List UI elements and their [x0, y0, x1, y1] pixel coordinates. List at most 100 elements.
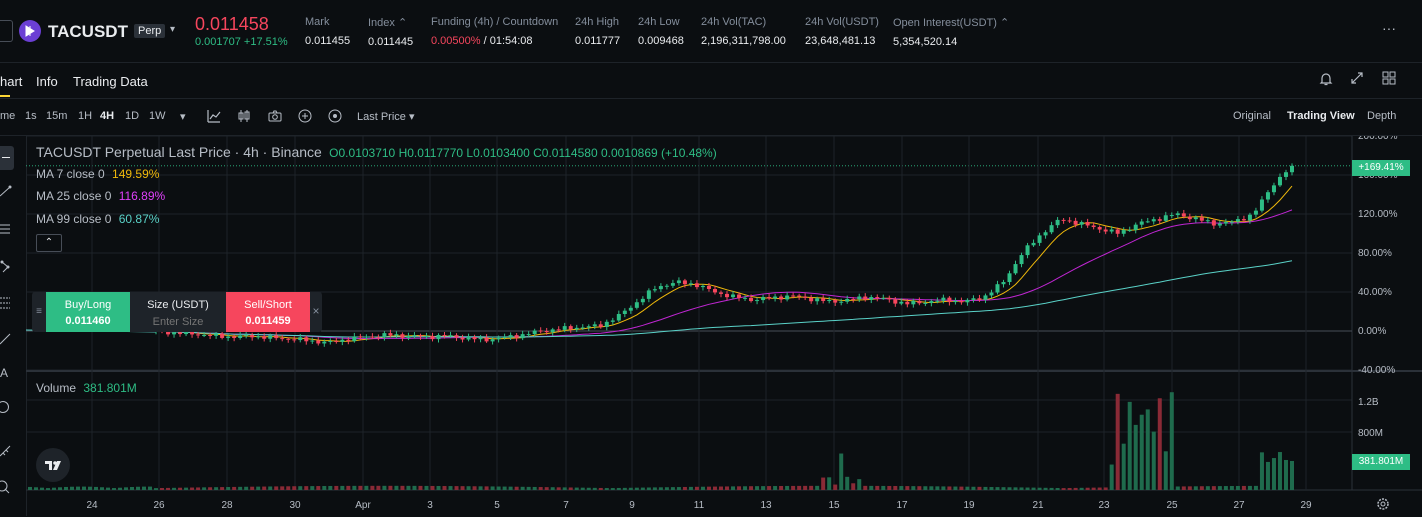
volume-bar — [1127, 401, 1132, 490]
candle-body — [610, 320, 615, 322]
volume-label: Volume — [36, 381, 77, 395]
interval-1d[interactable]: 1D — [125, 110, 140, 122]
volume-bar — [749, 486, 754, 490]
volume-bar — [1061, 488, 1066, 490]
add-indicator-icon[interactable] — [298, 109, 312, 128]
trend-line-tool-icon[interactable] — [0, 184, 12, 202]
volume-bar — [610, 488, 615, 490]
close-widget-icon[interactable]: × — [312, 304, 320, 318]
legend-collapse-button[interactable]: ⌃ — [36, 234, 62, 252]
view-trading-view[interactable]: Trading View — [1287, 110, 1355, 122]
tab-trading-data[interactable]: Trading Data — [73, 74, 148, 89]
volume-bar — [394, 485, 399, 490]
ruler-tool-icon[interactable] — [0, 444, 12, 463]
symbol-dropdown-icon[interactable]: ▾ — [170, 24, 176, 35]
stat-value: 0.00500% / 01:54:08 — [431, 35, 558, 47]
volume-bar — [472, 486, 477, 490]
tradingview-logo-icon[interactable] — [36, 448, 70, 482]
layout-grid-icon[interactable] — [1381, 70, 1397, 91]
camera-icon[interactable] — [268, 109, 282, 128]
interval-dropdown-icon[interactable]: ▾ — [180, 111, 186, 123]
view-original[interactable]: Original — [1233, 110, 1271, 122]
candle-body — [472, 337, 477, 340]
tab-info[interactable]: Info — [36, 74, 58, 89]
chart-type-icon[interactable] — [237, 109, 251, 128]
path-tool-icon[interactable] — [0, 260, 12, 279]
candle-body — [917, 300, 922, 304]
sell-short-button[interactable]: Sell/Short 0.011459 — [226, 292, 310, 332]
settings-circle-icon[interactable] — [328, 109, 342, 128]
size-input[interactable] — [132, 314, 224, 330]
emoji-tool-icon[interactable] — [0, 400, 12, 419]
more-menu-icon[interactable]: ··· — [1382, 20, 1396, 36]
volume-bar — [262, 486, 267, 490]
candle-body — [628, 307, 633, 311]
volume-bar — [76, 486, 80, 490]
price-chart[interactable]: 200.00%160.00%120.00%80.00%40.00%0.00%-4… — [26, 136, 1422, 516]
indicator-icon[interactable] — [207, 109, 221, 128]
price-type-select[interactable]: Last Price ▾ — [357, 111, 415, 123]
candle-body — [1025, 245, 1030, 256]
volume-bar — [1019, 487, 1024, 490]
zoom-tool-icon[interactable] — [0, 480, 12, 499]
buy-long-button[interactable]: Buy/Long 0.011460 — [46, 292, 130, 332]
fib-tool-icon[interactable] — [0, 296, 12, 315]
interval-4h[interactable]: 4H — [100, 110, 115, 122]
drag-handle-icon[interactable]: ≡ — [36, 306, 42, 317]
volume-bar — [442, 486, 447, 490]
volume-bar — [430, 485, 435, 490]
volume-bar — [154, 488, 158, 490]
chart-settings-gear-icon[interactable] — [1375, 496, 1391, 517]
volume-bar — [184, 487, 189, 490]
buy-price: 0.011460 — [65, 315, 111, 327]
date-tick-label: Apr — [355, 500, 371, 511]
candle-body — [911, 300, 916, 305]
legend-ma7[interactable]: MA 7 close 0 149.59% — [36, 167, 159, 181]
volume-bar — [779, 485, 784, 490]
view-depth[interactable]: Depth — [1367, 110, 1397, 122]
stat-index[interactable]: Index ⌃ 0.011445 — [368, 16, 413, 48]
volume-bar — [622, 487, 627, 490]
text-tool-icon[interactable]: A — [0, 366, 9, 380]
volume-bar — [580, 487, 585, 490]
measure-tool-icon[interactable] — [0, 332, 12, 350]
legend-ma99[interactable]: MA 99 close 0 60.87% — [36, 212, 159, 226]
interval-1w[interactable]: 1W — [149, 110, 166, 122]
interval-time[interactable]: me — [0, 110, 16, 122]
volume-bar — [646, 487, 651, 490]
chart-tabs: hart Info Trading Data — [0, 62, 1422, 99]
expand-icon[interactable] — [1350, 71, 1364, 90]
tab-chart[interactable]: hart — [0, 74, 23, 89]
volume-bar — [827, 477, 832, 490]
interval-1s[interactable]: 1s — [25, 110, 37, 122]
volume-bar — [484, 486, 489, 490]
favorite-star-icon[interactable] — [0, 20, 13, 42]
interval-15m[interactable]: 15m — [46, 110, 68, 122]
stat-mark: Mark 0.011455 — [305, 16, 350, 47]
interval-1h[interactable]: 1H — [78, 110, 93, 122]
volume-bar — [142, 486, 146, 490]
legend-ma25[interactable]: MA 25 close 0 116.89% — [36, 189, 165, 203]
volume-value: 381.801M — [83, 381, 137, 395]
horizontal-lines-tool-icon[interactable] — [0, 222, 12, 240]
ma7-label: MA 7 close 0 — [36, 167, 105, 181]
volume-tick-label: 1.2B — [1358, 397, 1379, 408]
crosshair-tool-icon[interactable] — [0, 146, 14, 170]
volume-bar — [911, 486, 916, 490]
volume-bar — [628, 487, 633, 490]
symbol-name[interactable]: TACUSDT — [48, 22, 128, 41]
volume-bar — [514, 486, 519, 490]
volume-bar — [1031, 487, 1036, 490]
candle-body — [773, 296, 778, 299]
volume-bar — [454, 486, 459, 490]
candle-body — [995, 284, 1000, 293]
volume-bar — [208, 487, 213, 490]
volume-bar — [1013, 487, 1018, 490]
alert-bell-icon[interactable] — [1319, 71, 1333, 92]
stat-label: Open Interest(USDT) ⌃ — [893, 17, 1010, 29]
volume-bar — [538, 487, 543, 490]
volume-bar — [1211, 486, 1216, 490]
candle-body — [1175, 213, 1180, 216]
stat-open-interest[interactable]: Open Interest(USDT) ⌃ 5,354,520.14 — [893, 16, 1009, 48]
candle-body — [346, 339, 351, 342]
